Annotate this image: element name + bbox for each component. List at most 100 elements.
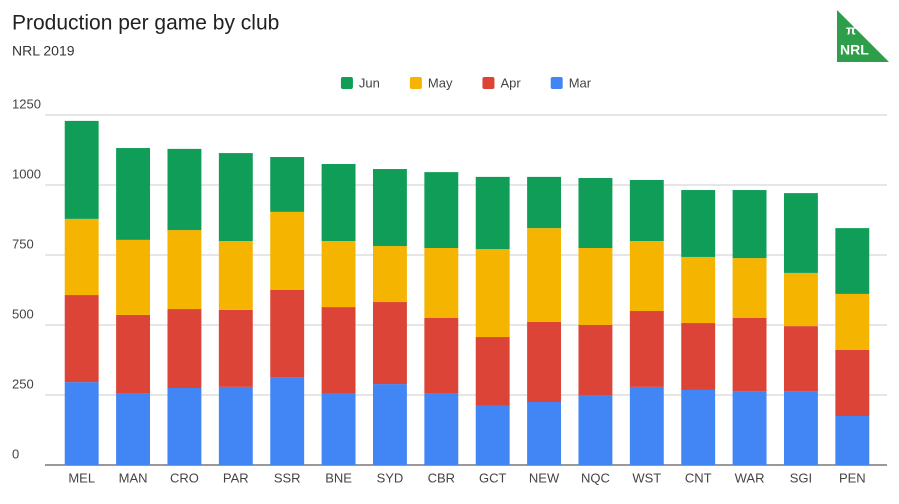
legend-swatch bbox=[550, 77, 563, 89]
bar-segment bbox=[424, 318, 459, 394]
bar-segment bbox=[783, 391, 818, 465]
y-tick-label: 1000 bbox=[12, 166, 41, 181]
bar-segment bbox=[578, 395, 613, 465]
x-tick-label: MAN bbox=[119, 470, 148, 485]
bar-segment bbox=[835, 416, 870, 465]
bar-segment bbox=[321, 307, 356, 394]
bar-segment bbox=[116, 239, 151, 315]
bar-segment bbox=[475, 176, 510, 250]
bar-segment bbox=[527, 228, 562, 322]
x-tick-label: GCT bbox=[479, 470, 507, 485]
x-tick-label: SYD bbox=[377, 470, 404, 485]
bar-segment bbox=[116, 148, 151, 240]
logo: π NRL bbox=[837, 10, 889, 62]
bar-segment bbox=[578, 248, 613, 325]
legend-label: Mar bbox=[569, 75, 592, 90]
bar-segment bbox=[372, 302, 407, 385]
bar-segment bbox=[578, 325, 613, 395]
bar-segment bbox=[218, 386, 253, 465]
bar-segment bbox=[424, 393, 459, 465]
x-tick-label: SSR bbox=[274, 470, 301, 485]
bar-segment bbox=[321, 164, 356, 241]
bar-segment bbox=[732, 258, 767, 318]
bar-segment bbox=[629, 311, 664, 387]
bar-segment bbox=[270, 211, 305, 290]
x-tick-label: WST bbox=[632, 470, 661, 485]
bar-segment bbox=[681, 256, 716, 324]
bar-segment bbox=[64, 120, 99, 219]
y-tick-label: 1250 bbox=[12, 96, 41, 111]
legend-label: Jun bbox=[359, 75, 380, 90]
bar-segment bbox=[475, 249, 510, 338]
bar-segment bbox=[64, 382, 99, 465]
bar-segment bbox=[578, 178, 613, 248]
bar-segment bbox=[681, 389, 716, 465]
y-tick-label: 0 bbox=[12, 446, 19, 461]
bar-segment bbox=[681, 190, 716, 257]
y-tick-label: 750 bbox=[12, 236, 34, 251]
x-tick-label: NEW bbox=[529, 470, 560, 485]
bar-segment bbox=[783, 326, 818, 392]
bar-segment bbox=[527, 321, 562, 402]
x-tick-label: SGI bbox=[790, 470, 812, 485]
y-tick-label: 500 bbox=[12, 306, 34, 321]
chart-subtitle: NRL 2019 bbox=[12, 43, 75, 59]
x-tick-label: PEN bbox=[839, 470, 866, 485]
bar-segment bbox=[64, 218, 99, 296]
bar-segment bbox=[167, 148, 202, 231]
bar-segment bbox=[167, 230, 202, 310]
x-tick-label: BNE bbox=[325, 470, 352, 485]
bar-segment bbox=[372, 384, 407, 465]
bar-segment bbox=[835, 228, 870, 294]
bar-segment bbox=[424, 172, 459, 248]
bar-segment bbox=[732, 318, 767, 392]
bar-segment bbox=[629, 241, 664, 311]
bar-segment bbox=[218, 153, 253, 241]
x-tick-label: MEL bbox=[68, 470, 95, 485]
bar-segment bbox=[475, 405, 510, 465]
x-tick-label: CBR bbox=[428, 470, 455, 485]
y-tick-label: 250 bbox=[12, 376, 34, 391]
bar-segment bbox=[321, 393, 356, 465]
bar-segment bbox=[321, 241, 356, 308]
logo-symbol: π bbox=[846, 22, 856, 37]
bar-segment bbox=[167, 309, 202, 388]
bar-segment bbox=[218, 309, 253, 387]
bar-segment bbox=[167, 388, 202, 465]
x-tick-label: CRO bbox=[170, 470, 199, 485]
legend-label: May bbox=[428, 75, 453, 90]
bar-segment bbox=[64, 295, 99, 383]
bar-segment bbox=[218, 241, 253, 310]
bar-segment bbox=[475, 337, 510, 406]
bar-segment bbox=[372, 246, 407, 303]
bar-segment bbox=[835, 349, 870, 416]
bar-segment bbox=[732, 190, 767, 259]
bar-segment bbox=[629, 179, 664, 241]
chart-title: Production per game by club bbox=[12, 12, 279, 35]
bar-segment bbox=[732, 391, 767, 465]
x-tick-label: WAR bbox=[735, 470, 765, 485]
x-tick-label: PAR bbox=[223, 470, 249, 485]
legend-label: Apr bbox=[500, 75, 521, 90]
logo-text: NRL bbox=[840, 42, 869, 58]
x-tick-label: CNT bbox=[685, 470, 712, 485]
bar-segment bbox=[681, 323, 716, 390]
bar-segment bbox=[270, 290, 305, 378]
bar-segment bbox=[527, 176, 562, 229]
bar-segment bbox=[270, 157, 305, 212]
bar-segment bbox=[270, 377, 305, 465]
bar-segment bbox=[783, 193, 818, 273]
bar-segment bbox=[116, 393, 151, 465]
bar-segment bbox=[629, 386, 664, 465]
logo-shape bbox=[837, 10, 889, 62]
bar-segment bbox=[116, 314, 151, 394]
legend-swatch bbox=[409, 77, 422, 89]
bar-segment bbox=[835, 293, 870, 350]
bar-segment bbox=[424, 248, 459, 318]
bar-segment bbox=[527, 402, 562, 465]
legend-swatch bbox=[340, 77, 353, 89]
legend-swatch bbox=[482, 77, 495, 89]
x-tick-label: NQC bbox=[581, 470, 610, 485]
